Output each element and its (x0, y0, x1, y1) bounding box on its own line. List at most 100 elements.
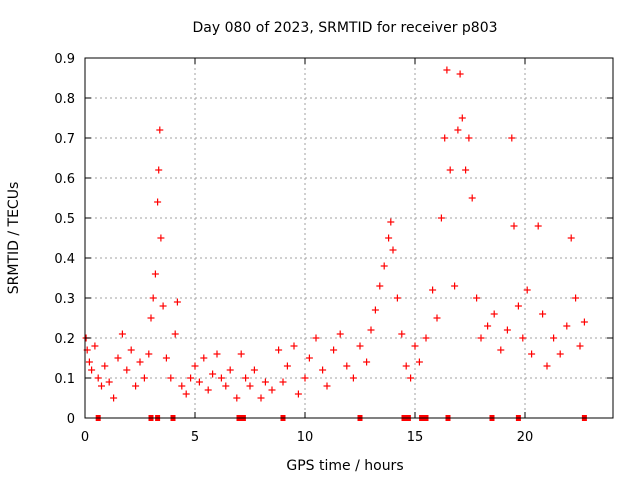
data-point (415, 358, 423, 366)
data-point (195, 378, 203, 386)
data-point (233, 394, 241, 402)
data-point (376, 282, 384, 290)
data-point (156, 126, 164, 134)
data-point (85, 358, 93, 366)
data-point (411, 342, 419, 350)
data-point (446, 166, 454, 174)
data-point (462, 166, 470, 174)
data-point (187, 374, 195, 382)
data-point (543, 362, 551, 370)
data-point (443, 66, 451, 74)
data-point (393, 294, 401, 302)
data-point (572, 294, 580, 302)
data-point (567, 234, 575, 242)
data-point (349, 374, 357, 382)
chart-title: Day 080 of 2023, SRMTID for receiver p80… (192, 20, 497, 36)
data-point (563, 322, 571, 330)
data-point (222, 382, 230, 390)
data-point (519, 334, 527, 342)
data-point (250, 366, 258, 374)
data-point (127, 346, 135, 354)
data-point (178, 382, 186, 390)
data-point (407, 374, 415, 382)
y-tick-label: 0.4 (54, 252, 75, 267)
data-marks (82, 66, 588, 402)
data-point (484, 322, 492, 330)
data-point (140, 374, 148, 382)
data-point (451, 282, 459, 290)
data-point (323, 382, 331, 390)
data-point (429, 286, 437, 294)
data-point (510, 222, 518, 230)
data-point (88, 366, 96, 374)
data-point (154, 198, 162, 206)
data-point (363, 358, 371, 366)
y-tick-label: 0.2 (54, 332, 75, 347)
data-point (371, 306, 379, 314)
data-point (508, 134, 516, 142)
y-tick-label: 0.8 (54, 92, 75, 107)
data-point (114, 354, 122, 362)
y-tick-label: 0.5 (54, 212, 75, 227)
data-point (458, 114, 466, 122)
data-point (367, 326, 375, 334)
data-point (147, 314, 155, 322)
x-tick-label: 10 (297, 430, 314, 445)
data-point (151, 270, 159, 278)
data-point (182, 390, 190, 398)
data-point (101, 362, 109, 370)
data-point (301, 374, 309, 382)
data-point (242, 374, 250, 382)
data-point (237, 350, 245, 358)
data-point (503, 326, 511, 334)
tick-layer (84, 57, 613, 419)
data-point (246, 382, 254, 390)
data-point (94, 374, 102, 382)
data-point (490, 310, 498, 318)
data-point (534, 222, 542, 230)
data-point (550, 334, 558, 342)
data-point (217, 374, 225, 382)
data-point (149, 294, 157, 302)
plot-frame (84, 57, 614, 419)
tick-labels: 0 0.1 0.2 0.3 0.4 0.5 0.6 0.7 0.8 0.9 0 5 10 15 20 (54, 52, 533, 445)
data-point (497, 346, 505, 354)
data-point (290, 342, 298, 350)
data-point (514, 302, 522, 310)
y-axis-label: SRMTID / TECUs (6, 182, 22, 295)
data-point (319, 366, 327, 374)
data-point (402, 362, 410, 370)
data-point (580, 318, 588, 326)
data-point (312, 334, 320, 342)
data-point (294, 390, 302, 398)
data-point (380, 262, 388, 270)
data-point (118, 330, 126, 338)
data-point (422, 334, 430, 342)
x-tick-label: 15 (407, 430, 424, 445)
x-axis-label: GPS time / hours (286, 458, 403, 474)
data-point (385, 234, 393, 242)
data-point (91, 342, 99, 350)
data-point (556, 350, 564, 358)
x-tick-label: 0 (81, 430, 89, 445)
data-point (213, 350, 221, 358)
y-tick-label: 0.3 (54, 292, 75, 307)
y-tick-label: 0 (67, 412, 75, 427)
data-point (132, 382, 140, 390)
data-point (162, 354, 170, 362)
data-point (157, 234, 165, 242)
data-point (145, 350, 153, 358)
data-point (454, 126, 462, 134)
data-point (539, 310, 547, 318)
data-point (389, 246, 397, 254)
data-point (191, 362, 199, 370)
data-point (173, 298, 181, 306)
data-point (387, 218, 395, 226)
data-point (465, 134, 473, 142)
data-point (433, 314, 441, 322)
data-point (204, 386, 212, 394)
data-point (456, 70, 464, 78)
data-point (155, 166, 163, 174)
data-point (468, 194, 476, 202)
